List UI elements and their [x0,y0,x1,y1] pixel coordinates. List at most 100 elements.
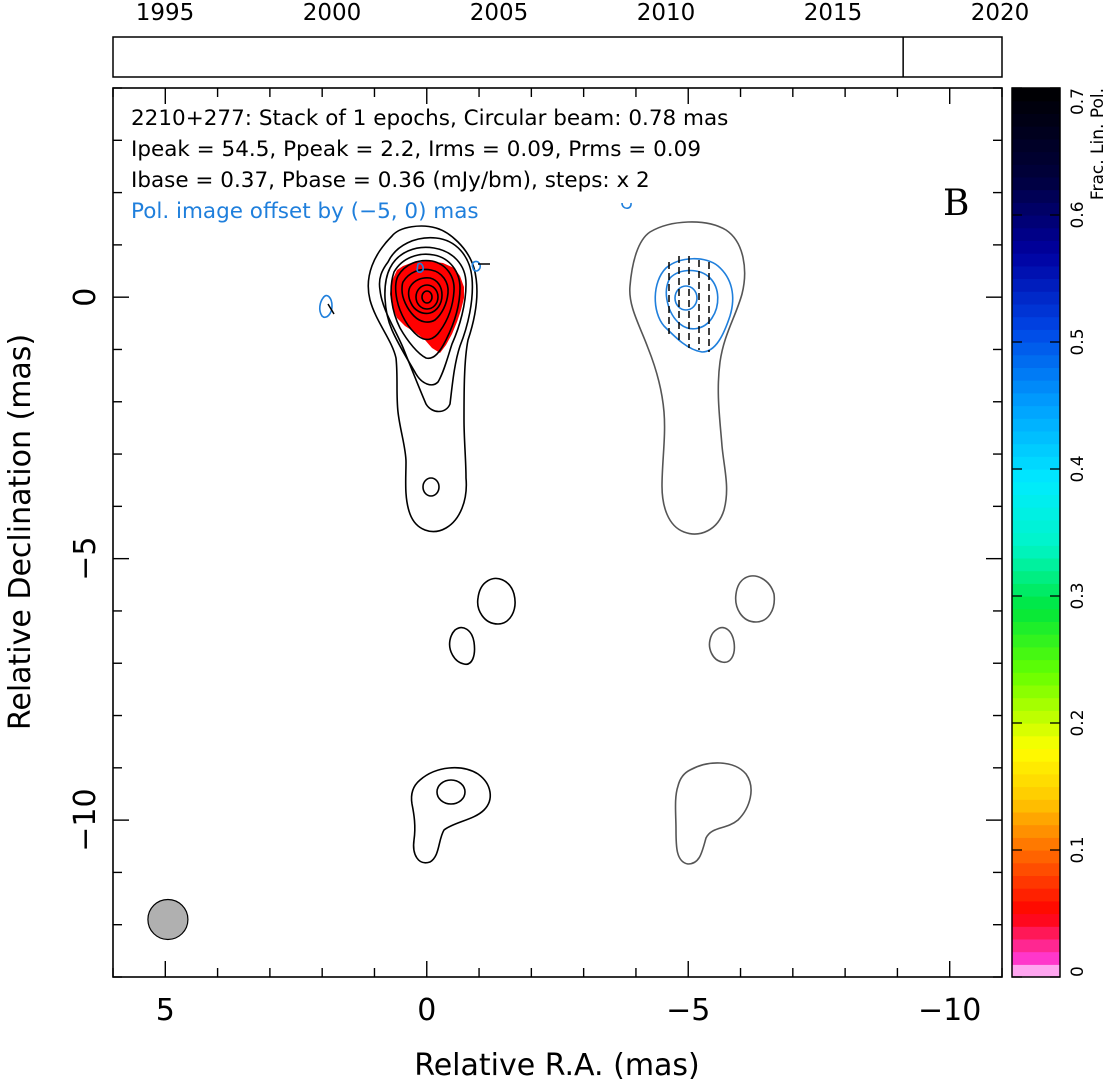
colorbar-band [1012,164,1060,178]
info-text-block: 2210+277: Stack of 1 epochs, Circular be… [131,106,728,224]
colorbar-label: Frac. Lin. Pol. [1088,88,1108,200]
offset-stokes-i-contours [629,221,776,865]
colorbar-band [1012,126,1060,140]
y-tick-label: −5 [68,537,103,581]
colorbar-band [1012,545,1060,559]
pol-contour [416,262,424,274]
colorbar-band [1012,151,1060,165]
x-tick-label: −10 [918,993,981,1028]
stokes-i-contour [384,246,467,386]
colorbar-band [1012,964,1060,978]
evpa-tick [327,303,335,315]
colorbar-band [1012,570,1060,584]
colorbar-band [1012,532,1060,546]
pol-contour [471,260,481,272]
colorbar-band [1012,926,1060,940]
colorbar-band [1012,481,1060,495]
colorbar-band [1012,342,1060,356]
colorbar-band [1012,723,1060,737]
info-line-2: Ipeak = 54.5, Ppeak = 2.2, Irms = 0.09, … [131,137,701,162]
colorbar-band [1012,202,1060,216]
colorbar-band [1012,380,1060,394]
colorbar-band [1012,735,1060,749]
colorbar-band [1012,634,1060,648]
colorbar-band [1012,900,1060,915]
polarized-intensity-contours [318,202,734,353]
pol-contour [674,285,698,311]
colorbar-band [1012,100,1060,114]
x-tick-label: 0 [417,993,436,1028]
colorbar-band [1012,367,1060,381]
colorbar-band [1012,837,1060,851]
stokes-i-contour [448,626,476,666]
colorbar-band [1012,888,1060,902]
colorbar-band [1012,799,1060,813]
y-tick-label: −10 [68,788,103,851]
axis-tick-labels: 5 0 −5 −10 0 −5 −10 [68,288,981,1028]
colorbar-band [1012,519,1060,534]
info-line-1: 2210+277: Stack of 1 epochs, Circular be… [131,106,728,131]
pol-contour [654,257,734,353]
evpa-vectors [327,256,710,352]
pol-contour [318,294,333,319]
beam-ellipse [147,898,189,941]
x-tick-label: 5 [156,993,175,1028]
plot-frame [112,87,1003,978]
timeline-year-label: 2005 [470,0,529,26]
colorbar-band [1012,507,1060,521]
colorbar-band [1012,811,1060,826]
colorbar-tick-label: 0.2 [1068,709,1088,736]
stokes-i-contour [476,577,516,625]
colorbar-band [1012,265,1060,280]
colorbar-frame [1011,87,1061,978]
stokes-i-contour [436,779,466,805]
colorbar-band [1012,405,1060,419]
colorbar-band [1012,875,1060,889]
colorbar-band [1012,850,1060,864]
colorbar-band [1012,773,1060,788]
colorbar-tick-label: 0 [1068,966,1088,977]
fractional-polarization-core [390,261,464,353]
colorbar-tick-label: 0.5 [1068,328,1088,355]
colorbar-band [1012,253,1060,267]
colorbar-band [1012,697,1060,711]
x-tick-label: −5 [666,993,710,1028]
y-tick-label: 0 [68,288,103,307]
colorbar-band [1012,494,1060,508]
colorbar-band [1012,786,1060,800]
stokes-i-contour [410,766,491,864]
colorbar-band [1012,748,1060,762]
pol-contour [621,202,632,210]
map-panel: 5 0 −5 −10 0 −5 −10 2210+277: Stack of 1 epoch… [3,87,1003,1083]
colorbar-band [1012,862,1060,876]
offset-stokes-i-contour [734,575,776,623]
colorbar-band [1012,938,1060,953]
stokes-i-contour [367,225,478,533]
stokes-i-contours [367,225,516,864]
epoch-timeline: 1995 2000 2005 2010 2015 2020 [112,0,1030,78]
timeline-year-label: 2020 [971,0,1030,26]
stokes-i-contour [378,236,474,413]
colorbar-band [1012,557,1060,572]
panel-letter: B [943,183,969,224]
offset-stokes-i-contour [708,626,736,664]
colorbar-tick-label: 0.1 [1068,836,1088,863]
colorbar-band [1012,430,1060,445]
x-axis-label: Relative R.A. (mas) [414,1048,700,1083]
colorbar-band [1012,278,1060,292]
colorbar-tick-label: 0.7 [1068,88,1088,115]
stokes-i-contour [394,259,455,341]
colorbar-band [1012,608,1060,622]
colorbar: 0 0.1 0.2 0.3 0.4 0.5 0.6 0.7 Frac. Lin. Pol. [1011,87,1108,978]
timeline-frame [112,36,1003,78]
colorbar-band [1012,659,1060,673]
colorbar-band [1012,469,1060,483]
timeline-year-label: 2010 [637,0,696,26]
axis-ticks [112,87,1003,978]
colorbar-band [1012,392,1060,407]
colorbar-band [1012,316,1060,330]
colorbar-band [1012,113,1060,127]
offset-stokes-i-contour [674,762,752,865]
timeline-year-label: 2000 [303,0,362,26]
